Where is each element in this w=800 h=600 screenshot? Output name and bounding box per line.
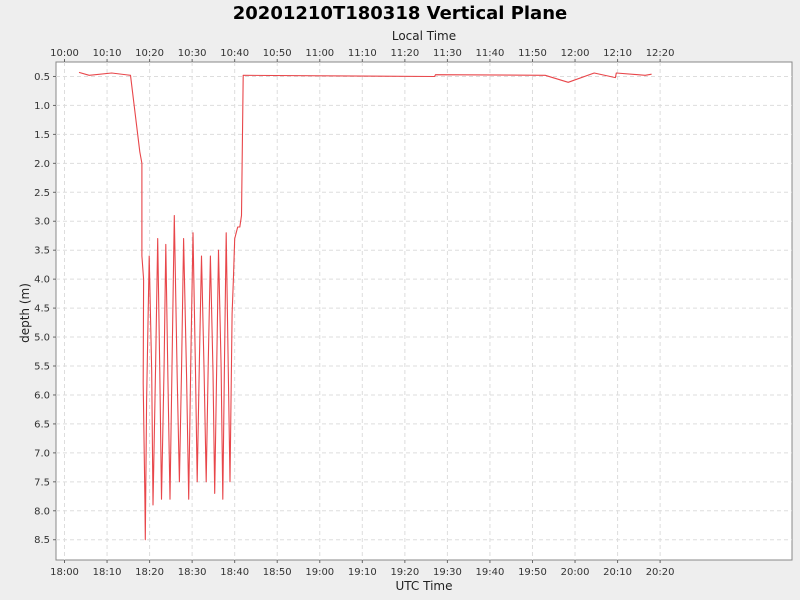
utc-tick-label: 18:40 (220, 567, 249, 578)
depth-tick-label: 4.0 (34, 275, 50, 286)
local-tick-label: 10:10 (93, 48, 122, 59)
depth-tick-label: 1.0 (34, 101, 50, 112)
utc-tick-label: 19:10 (348, 567, 377, 578)
local-tick-label: 11:20 (390, 48, 419, 59)
depth-tick-label: 3.5 (34, 246, 50, 257)
local-time-axis: 10:00 10:10 10:20 10:30 10:40 10:50 11:00 11:10… (50, 48, 675, 62)
local-tick-label: 11:50 (518, 48, 547, 59)
utc-tick-label: 18:10 (93, 567, 122, 578)
local-tick-label: 10:20 (135, 48, 164, 59)
local-tick-label: 12:20 (646, 48, 675, 59)
depth-tick-label: 2.5 (34, 188, 50, 199)
depth-tick-label: 8.5 (34, 535, 50, 546)
depth-axis: 0.5 1.0 1.5 2.0 2.5 3.0 3.5 4.0 4.5 5.0 5.5 6.0 6.5 7… (34, 72, 56, 546)
depth-tick-label: 4.5 (34, 304, 50, 315)
depth-tick-label: 5.5 (34, 362, 50, 373)
local-tick-label: 10:30 (178, 48, 207, 59)
depth-tick-label: 6.5 (34, 419, 50, 430)
depth-axis-title: depth (m) (18, 283, 32, 343)
utc-tick-label: 18:50 (263, 567, 292, 578)
depth-tick-label: 0.5 (34, 72, 50, 83)
depth-tick-label: 6.0 (34, 390, 50, 401)
depth-tick-label: 7.0 (34, 448, 50, 459)
local-tick-label: 12:10 (603, 48, 632, 59)
depth-tick-label: 3.0 (34, 217, 50, 228)
depth-tick-label: 5.0 (34, 333, 50, 344)
plot-area (55, 61, 793, 561)
utc-tick-label: 18:30 (178, 567, 207, 578)
utc-tick-label: 18:00 (50, 567, 79, 578)
depth-tick-label: 7.5 (34, 477, 50, 488)
local-tick-label: 10:40 (220, 48, 249, 59)
depth-tick-label: 2.0 (34, 159, 50, 170)
utc-tick-label: 19:00 (305, 567, 334, 578)
utc-tick-label: 19:40 (476, 567, 505, 578)
utc-tick-label: 19:30 (433, 567, 462, 578)
utc-time-axis-title: UTC Time (396, 579, 453, 593)
utc-tick-label: 20:20 (646, 567, 675, 578)
depth-tick-label: 1.5 (34, 130, 50, 141)
local-tick-label: 11:30 (433, 48, 462, 59)
gridlines (56, 62, 792, 560)
utc-time-axis: 18:00 18:10 18:20 18:30 18:40 18:50 19:00 19:10… (50, 560, 675, 578)
depth-tick-label: 8.0 (34, 506, 50, 517)
local-tick-label: 11:10 (348, 48, 377, 59)
chart-title: 20201210T180318 Vertical Plane (233, 3, 567, 24)
utc-tick-label: 18:20 (135, 567, 164, 578)
utc-tick-label: 20:10 (603, 567, 632, 578)
depth-series-line (78, 71, 652, 541)
local-tick-label: 11:00 (305, 48, 334, 59)
utc-tick-label: 20:00 (561, 567, 590, 578)
local-tick-label: 12:00 (561, 48, 590, 59)
local-tick-label: 10:00 (50, 48, 79, 59)
local-tick-label: 10:50 (263, 48, 292, 59)
local-tick-label: 11:40 (476, 48, 505, 59)
local-time-axis-title: Local Time (392, 29, 456, 43)
utc-tick-label: 19:20 (390, 567, 419, 578)
utc-tick-label: 19:50 (518, 567, 547, 578)
